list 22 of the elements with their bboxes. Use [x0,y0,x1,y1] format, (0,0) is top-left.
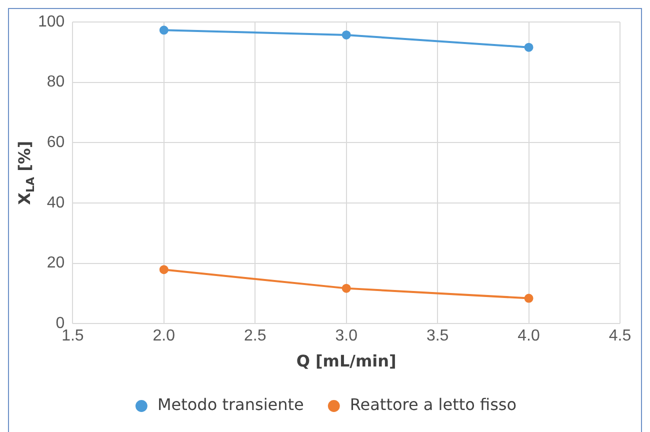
x-tick-label: 4.0 [518,328,540,345]
point [159,26,168,35]
x-axis-title: Q [mL/min] [296,352,396,371]
y-tick-label: 100 [38,13,65,30]
legend-label: Metodo transiente [157,395,304,414]
y-tick-label: 60 [46,134,65,152]
y-tick-label: 80 [46,74,65,91]
x-tick-label: 2.0 [152,328,176,345]
point [524,42,534,52]
y-axis-title: XLA [%] [15,140,37,205]
point [342,30,351,40]
point [159,265,168,274]
point [342,284,351,293]
point [524,294,534,303]
x-tick-label: 4.5 [608,328,632,345]
y-tick-label: 40 [46,194,65,212]
legend-label: Reattore a letto fisso [350,395,517,414]
y-tick-label: 20 [46,254,65,272]
x-tick-label: 2.5 [244,328,266,345]
x-tick-label: 1.5 [62,328,84,345]
x-tick-label: 3.0 [335,328,358,345]
x-tick-label: 3.5 [426,328,449,345]
